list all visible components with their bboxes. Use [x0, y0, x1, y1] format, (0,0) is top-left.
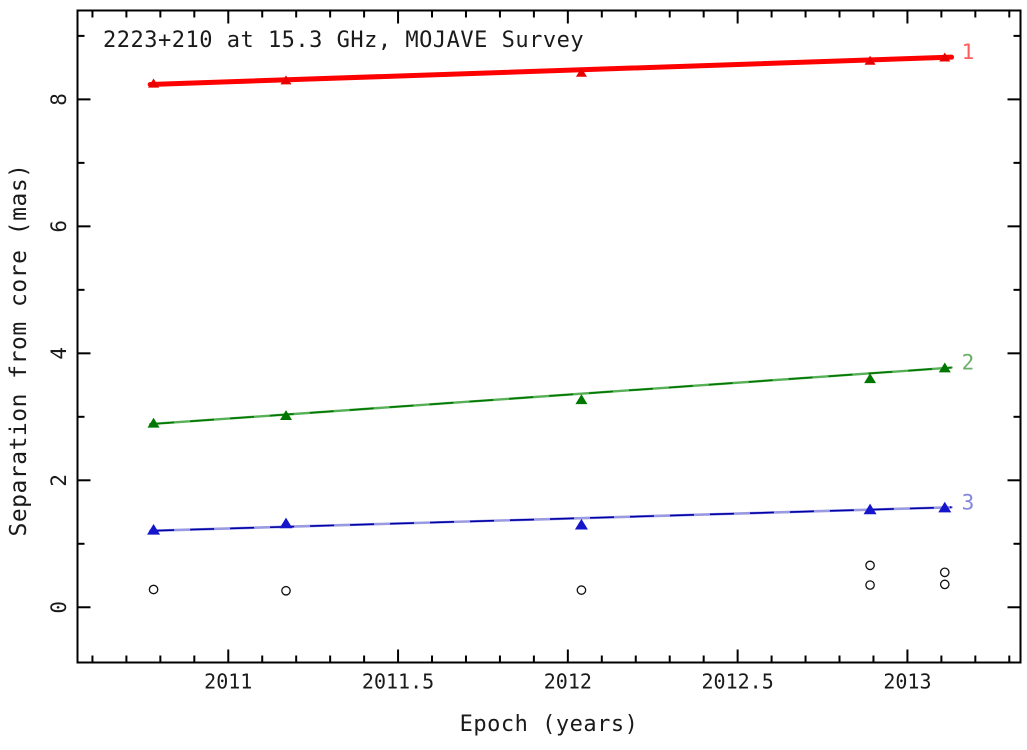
y-tick-label: 6 [47, 220, 71, 233]
unidentified-point [281, 585, 291, 596]
unidentified-point [865, 560, 875, 571]
data-point-component-2 [864, 373, 877, 384]
data-point-component-3 [279, 517, 293, 529]
data-point-component-1 [575, 67, 587, 77]
x-axis-title: Epoch (years) [459, 712, 639, 737]
unidentified-point [148, 584, 159, 595]
fit-line-component-1 [147, 54, 955, 87]
data-point-component-3 [574, 518, 588, 530]
data-point-component-2 [575, 394, 588, 405]
unidentified-point [939, 567, 950, 578]
data-point-component-1 [280, 75, 292, 85]
data-point-component-1 [864, 55, 876, 65]
plot-frame [76, 9, 1022, 664]
unidentified-point [939, 579, 950, 590]
unidentified-point [865, 580, 875, 590]
fit-line-overlay-component-2 [150, 366, 952, 425]
data-point-component-2 [147, 417, 160, 428]
x-tick-label: 2012.5 [702, 670, 774, 694]
y-axis-title: Separation from core (mas) [6, 163, 32, 537]
data-point-component-1 [939, 52, 951, 62]
data-point-component-3 [938, 501, 952, 513]
data-point-component-3 [863, 503, 877, 515]
x-tick-label: 2012 [544, 670, 592, 694]
x-tick-label: 2011.5 [362, 670, 434, 694]
data-point-component-2 [938, 362, 951, 373]
x-tick-label: 2013 [883, 670, 931, 694]
x-tick-label: 2011 [204, 670, 252, 694]
y-tick-label: 0 [47, 601, 71, 614]
series-label-component-1: 1 [962, 40, 975, 64]
series-label-component-2: 2 [962, 351, 975, 375]
data-point-component-1 [148, 78, 160, 88]
chart-title: 2223+210 at 15.3 GHz, MOJAVE Survey [103, 28, 585, 53]
y-tick-label: 4 [47, 347, 71, 360]
y-tick-label: 2 [47, 474, 71, 487]
series-label-component-3: 3 [962, 490, 975, 514]
data-point-component-3 [147, 523, 161, 535]
data-point-component-2 [279, 410, 292, 420]
fit-line-overlay-component-3 [150, 506, 952, 532]
unidentified-point [576, 585, 587, 595]
y-tick-label: 8 [47, 93, 71, 106]
